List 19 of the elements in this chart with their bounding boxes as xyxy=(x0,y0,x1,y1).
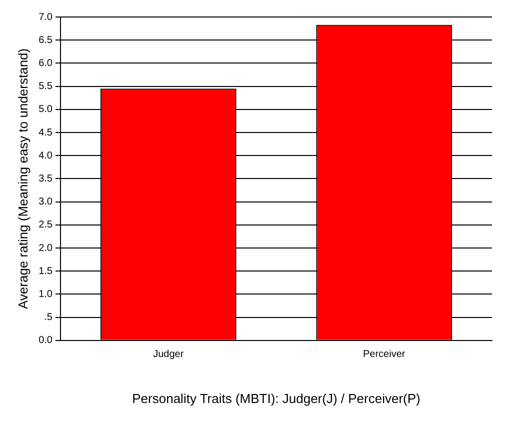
x-axis-title: Personality Traits (MBTI): Judger(J) / Perceiver(P) xyxy=(132,390,420,406)
y-tick-label: 6.5 xyxy=(38,34,53,46)
y-tick-label: 3.5 xyxy=(38,173,53,184)
y-tick-label: .5 xyxy=(44,312,53,324)
y-tick-label: 5.5 xyxy=(38,81,53,92)
y-tick-label: 4.0 xyxy=(38,150,53,162)
y-axis-title: Average rating (Meaning easy to understand) xyxy=(15,48,30,310)
y-tick-label: 2.0 xyxy=(38,242,53,254)
x-tick-label: Judger xyxy=(153,349,184,360)
y-tick-label: 7.0 xyxy=(38,12,53,23)
y-tick-label: 6.0 xyxy=(38,58,53,69)
x-tick-label: Perceiver xyxy=(363,349,406,360)
y-tick-label: 1.5 xyxy=(38,266,53,277)
y-tick-label: 4.5 xyxy=(38,127,53,138)
y-tick-label: 2.5 xyxy=(38,220,53,231)
y-tick-label: 5.0 xyxy=(38,104,53,116)
y-tick-label: 3.0 xyxy=(38,196,53,208)
y-tick-label: 0.0 xyxy=(38,335,53,346)
y-tick-label: 1.0 xyxy=(38,288,53,300)
